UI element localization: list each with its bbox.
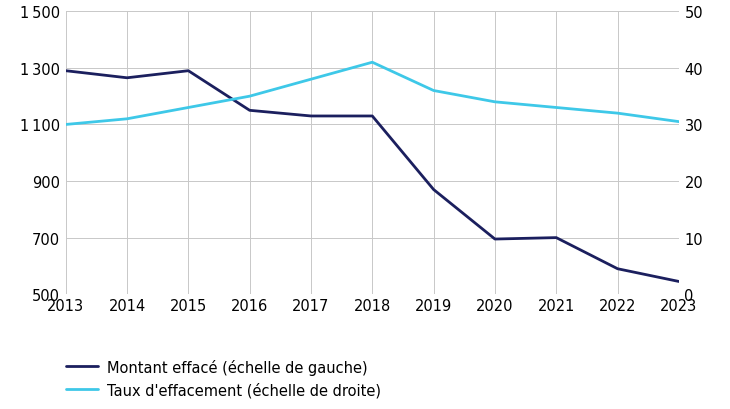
Montant effacé (échelle de gauche): [123, 76, 131, 81]
Taux d'effacement (échelle de droite): [613, 111, 622, 116]
Montant effacé (échelle de gauche): [368, 114, 377, 119]
Taux d'effacement (échelle de droite): [675, 120, 683, 125]
Taux d'effacement (échelle de droite): [552, 106, 561, 111]
Taux d'effacement (échelle de droite): [368, 61, 377, 65]
Taux d'effacement (échelle de droite): [245, 94, 254, 99]
Taux d'effacement (échelle de droite): [184, 106, 193, 111]
Montant effacé (échelle de gauche): [429, 188, 438, 193]
Taux d'effacement (échelle de droite): [491, 100, 499, 105]
Line: Montant effacé (échelle de gauche): Montant effacé (échelle de gauche): [66, 72, 679, 282]
Montant effacé (échelle de gauche): [675, 279, 683, 284]
Taux d'effacement (échelle de droite): [307, 78, 315, 83]
Taux d'effacement (échelle de droite): [123, 117, 131, 122]
Montant effacé (échelle de gauche): [61, 69, 70, 74]
Legend: Montant effacé (échelle de gauche), Taux d'effacement (échelle de droite): Montant effacé (échelle de gauche), Taux…: [66, 359, 380, 398]
Montant effacé (échelle de gauche): [552, 236, 561, 240]
Line: Taux d'effacement (échelle de droite): Taux d'effacement (échelle de droite): [66, 63, 679, 125]
Montant effacé (échelle de gauche): [491, 237, 499, 242]
Taux d'effacement (échelle de droite): [61, 123, 70, 128]
Montant effacé (échelle de gauche): [307, 114, 315, 119]
Montant effacé (échelle de gauche): [613, 267, 622, 272]
Montant effacé (échelle de gauche): [184, 69, 193, 74]
Taux d'effacement (échelle de droite): [429, 89, 438, 94]
Montant effacé (échelle de gauche): [245, 108, 254, 113]
